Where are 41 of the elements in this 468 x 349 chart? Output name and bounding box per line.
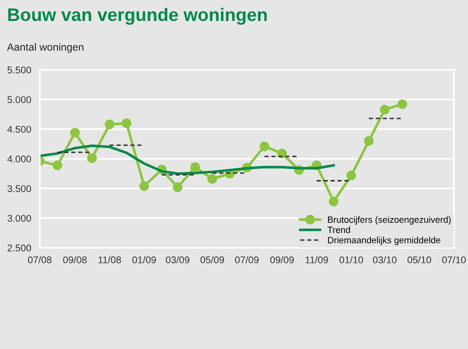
point [207, 174, 218, 184]
x-tick-label: 01/10 [339, 256, 364, 264]
point [397, 99, 408, 110]
x-tick-label: 03/10 [372, 256, 397, 264]
x-tick-label: 09/09 [270, 256, 294, 264]
y-tick-label: 3.500 [7, 185, 32, 192]
point [52, 160, 62, 170]
point [87, 153, 97, 164]
legend-label: Driemaandelijks gemiddelde [328, 236, 440, 246]
point [172, 182, 183, 192]
legend-label: Trend [328, 226, 350, 234]
y-tick-label: 4.500 [7, 126, 32, 133]
x-tick-label: 07/08 [28, 256, 52, 264]
x-tick-label: 05/10 [408, 256, 432, 264]
point [346, 170, 356, 180]
x-tick-label: 01/09 [132, 256, 156, 264]
point [328, 196, 339, 206]
x-tick-label: 09/08 [63, 256, 87, 264]
y-tick-label: 5.000 [8, 96, 32, 104]
x-tick-label: 03/09 [166, 256, 190, 264]
x-tick-label: 11/09 [306, 256, 328, 264]
y-tick-label: 2.500 [8, 244, 32, 252]
x-tick-label: 07/09 [235, 256, 259, 264]
y-tick-label: 5.500 [8, 66, 32, 74]
point [380, 104, 390, 114]
x-tick-label: 11/08 [98, 256, 121, 264]
y-axis-title: Aantal woningen [7, 43, 84, 53]
point [139, 181, 150, 191]
point [277, 148, 287, 158]
point [260, 141, 270, 152]
legend-label: Brutocijfers (seizoengezuiverd) [328, 216, 451, 225]
x-tick-label: 07/10 [442, 256, 466, 264]
point [364, 136, 374, 146]
point [122, 118, 132, 128]
x-tick-label: 05/09 [200, 256, 224, 264]
y-tick-label: 4.000 [7, 156, 32, 162]
y-tick-label: 3.000 [7, 214, 32, 222]
point [70, 128, 80, 138]
chart-title: Bouw van vergunde woningen [8, 8, 267, 25]
point [104, 120, 114, 130]
point [190, 162, 200, 172]
